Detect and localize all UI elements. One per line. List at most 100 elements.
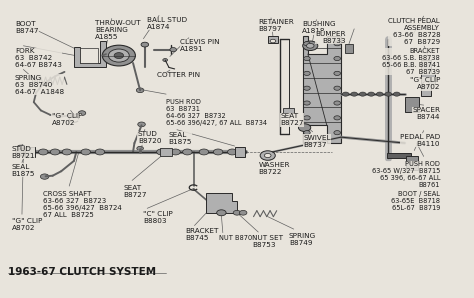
Circle shape <box>102 45 136 66</box>
Circle shape <box>199 149 209 155</box>
Circle shape <box>334 71 340 75</box>
Text: NUT B8707: NUT B8707 <box>219 235 256 241</box>
Circle shape <box>138 122 146 127</box>
Text: CLUTCH PEDAL
ASSEMBLY
63-66  B8728
67  B8729: CLUTCH PEDAL ASSEMBLY 63-66 B8728 67 B87… <box>389 18 440 46</box>
Circle shape <box>304 71 310 75</box>
Text: PUSH ROD
63  B8731
64-66 327  B8732
65-66 396/427, 67 ALL  B8734: PUSH ROD 63 B8731 64-66 327 B8732 65-66 … <box>166 99 267 126</box>
Text: "G" CLIP
A8702: "G" CLIP A8702 <box>410 77 440 90</box>
Circle shape <box>334 42 340 46</box>
Circle shape <box>304 86 310 90</box>
Circle shape <box>423 69 429 73</box>
Circle shape <box>304 101 310 105</box>
Circle shape <box>334 101 340 105</box>
Text: SEAL
B1875: SEAL B1875 <box>11 164 35 177</box>
Text: WASHER
B8722: WASHER B8722 <box>258 162 290 175</box>
Text: STUD
B8721: STUD B8721 <box>11 146 35 159</box>
Text: BOOT / SEAL
63-65E  B8718
65L-67  B8719: BOOT / SEAL 63-65E B8718 65L-67 B8719 <box>391 190 440 210</box>
Circle shape <box>304 116 310 120</box>
Circle shape <box>303 41 318 51</box>
Text: THROW-OUT
BEARING
A1855: THROW-OUT BEARING A1855 <box>95 20 141 40</box>
Text: COTTER PIN: COTTER PIN <box>156 72 200 78</box>
Polygon shape <box>421 60 436 96</box>
Circle shape <box>304 56 310 60</box>
Text: RETAINER
B8797: RETAINER B8797 <box>258 19 294 32</box>
Circle shape <box>213 149 223 155</box>
Circle shape <box>237 149 246 155</box>
Circle shape <box>270 39 276 43</box>
Bar <box>387 153 411 159</box>
Circle shape <box>260 151 275 160</box>
Circle shape <box>141 42 149 47</box>
Circle shape <box>109 49 129 62</box>
Circle shape <box>334 86 340 90</box>
Circle shape <box>217 210 226 216</box>
Circle shape <box>163 58 167 61</box>
Circle shape <box>228 149 237 155</box>
Circle shape <box>304 42 310 46</box>
Circle shape <box>156 149 166 155</box>
Text: SPRING
63  B8740
64-67  A1848: SPRING 63 B8740 64-67 A1848 <box>15 75 64 95</box>
Circle shape <box>264 153 271 158</box>
Bar <box>235 147 245 157</box>
Circle shape <box>423 82 429 86</box>
Bar <box>283 108 294 114</box>
Circle shape <box>17 145 24 149</box>
Text: CLEVIS PIN
A1891: CLEVIS PIN A1891 <box>180 39 220 52</box>
Circle shape <box>334 131 340 135</box>
Circle shape <box>299 124 311 131</box>
Bar <box>160 148 172 156</box>
Circle shape <box>38 149 48 155</box>
Circle shape <box>171 149 180 155</box>
Text: CROSS SHAFT
63-66 327  B8723
65-66 396/427  B8724
67 ALL  B8725: CROSS SHAFT 63-66 327 B8723 65-66 396/42… <box>43 190 122 218</box>
Circle shape <box>393 92 400 96</box>
Polygon shape <box>303 36 341 143</box>
Circle shape <box>95 149 105 155</box>
Polygon shape <box>80 48 98 63</box>
Text: "C" CLIP
B8803: "C" CLIP B8803 <box>144 211 173 224</box>
Circle shape <box>359 92 366 96</box>
Circle shape <box>62 149 72 155</box>
Text: PEDAL PAD
B4110: PEDAL PAD B4110 <box>400 134 440 147</box>
Bar <box>406 156 418 170</box>
Text: SEAT
B8727: SEAT B8727 <box>124 185 147 198</box>
Circle shape <box>351 92 357 96</box>
Circle shape <box>170 48 176 52</box>
Text: BUMPER
B8733: BUMPER B8733 <box>315 31 346 44</box>
Circle shape <box>78 111 86 116</box>
Circle shape <box>307 44 314 48</box>
Circle shape <box>233 210 241 215</box>
Circle shape <box>81 149 91 155</box>
Text: SEAL
B1875: SEAL B1875 <box>168 132 192 145</box>
Bar <box>268 36 278 44</box>
Text: 1963-67 CLUTCH SYSTEM: 1963-67 CLUTCH SYSTEM <box>8 267 156 277</box>
Text: BALL STUD
A1874: BALL STUD A1874 <box>147 17 187 30</box>
Bar <box>405 97 419 112</box>
Circle shape <box>137 146 144 150</box>
Circle shape <box>334 56 340 60</box>
Text: SEAT
B8727: SEAT B8727 <box>281 114 304 126</box>
Circle shape <box>368 92 374 96</box>
Polygon shape <box>74 41 106 67</box>
Polygon shape <box>206 193 237 213</box>
Text: STUD
B8720: STUD B8720 <box>138 131 161 144</box>
Circle shape <box>137 88 144 93</box>
Text: FORK
63  B8742
64-67 B8743: FORK 63 B8742 64-67 B8743 <box>15 48 62 68</box>
Circle shape <box>342 92 349 96</box>
Bar <box>25 147 35 157</box>
Circle shape <box>182 149 192 155</box>
Circle shape <box>304 131 310 135</box>
Text: SPRING
B8749: SPRING B8749 <box>289 233 316 246</box>
Text: PUSH ROD
63-65 W/327  B8715
65 396, 66-67 ALL
B8761: PUSH ROD 63-65 W/327 B8715 65 396, 66-67… <box>372 161 440 188</box>
Circle shape <box>239 210 247 215</box>
Circle shape <box>334 116 340 120</box>
Text: BRACKET
B8745: BRACKET B8745 <box>185 228 219 241</box>
Text: BRACKET
63-66 S.B. B8738
65-66 B.B. B8741
67  B8739: BRACKET 63-66 S.B. B8738 65-66 B.B. B874… <box>382 48 440 75</box>
Circle shape <box>376 92 383 96</box>
Text: BUSHING
A1818: BUSHING A1818 <box>302 21 336 35</box>
Text: "G" CLIP
A8702: "G" CLIP A8702 <box>52 114 82 126</box>
Circle shape <box>385 92 392 96</box>
Circle shape <box>114 53 124 58</box>
Circle shape <box>16 150 23 154</box>
Text: "G" CLIP
A8702: "G" CLIP A8702 <box>11 218 42 231</box>
Text: SWIVEL
B8737: SWIVEL B8737 <box>303 135 331 148</box>
